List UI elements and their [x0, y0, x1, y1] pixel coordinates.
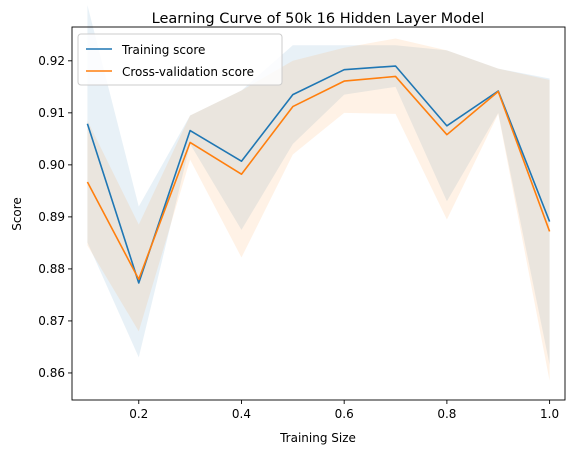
- x-tick-label: 0.2: [129, 407, 148, 421]
- series-line-0: [86, 65, 551, 284]
- y-tick-label: 0.89: [38, 210, 65, 224]
- x-tick-label: 0.4: [232, 407, 251, 421]
- x-tick-label: 0.6: [335, 407, 354, 421]
- series-lines: [86, 65, 551, 284]
- legend-label-cross-validation: Cross-validation score: [122, 65, 254, 79]
- x-axis-label: Training Size: [279, 431, 356, 445]
- x-tick-label: 0.8: [437, 407, 456, 421]
- y-axis-ticks: 0.86 0.87 0.88 0.89 0.90 0.91 0.92: [38, 54, 72, 380]
- plot-frame: [71, 26, 566, 401]
- y-tick-label: 0.88: [38, 262, 65, 276]
- y-tick-label: 0.92: [38, 54, 65, 68]
- confidence-bands: [87, 5, 550, 381]
- legend-box: [77, 33, 283, 86]
- x-axis-ticks: 0.2 0.4 0.6 0.8 1.0: [129, 400, 559, 421]
- y-tick-label: 0.91: [38, 106, 65, 120]
- y-tick-label: 0.87: [38, 314, 65, 328]
- y-tick-label: 0.86: [38, 366, 65, 380]
- confidence-band-1: [87, 38, 550, 381]
- chart-title: Learning Curve of 50k 16 Hidden Layer Mo…: [152, 11, 485, 27]
- y-axis-label: Score: [10, 197, 24, 231]
- legend: Training score Cross-validation score: [77, 33, 283, 86]
- x-tick-label: 1.0: [540, 407, 559, 421]
- legend-label-training: Training score: [121, 43, 205, 57]
- y-tick-label: 0.90: [38, 158, 65, 172]
- series-line-1: [86, 75, 551, 281]
- confidence-band-0: [87, 5, 550, 365]
